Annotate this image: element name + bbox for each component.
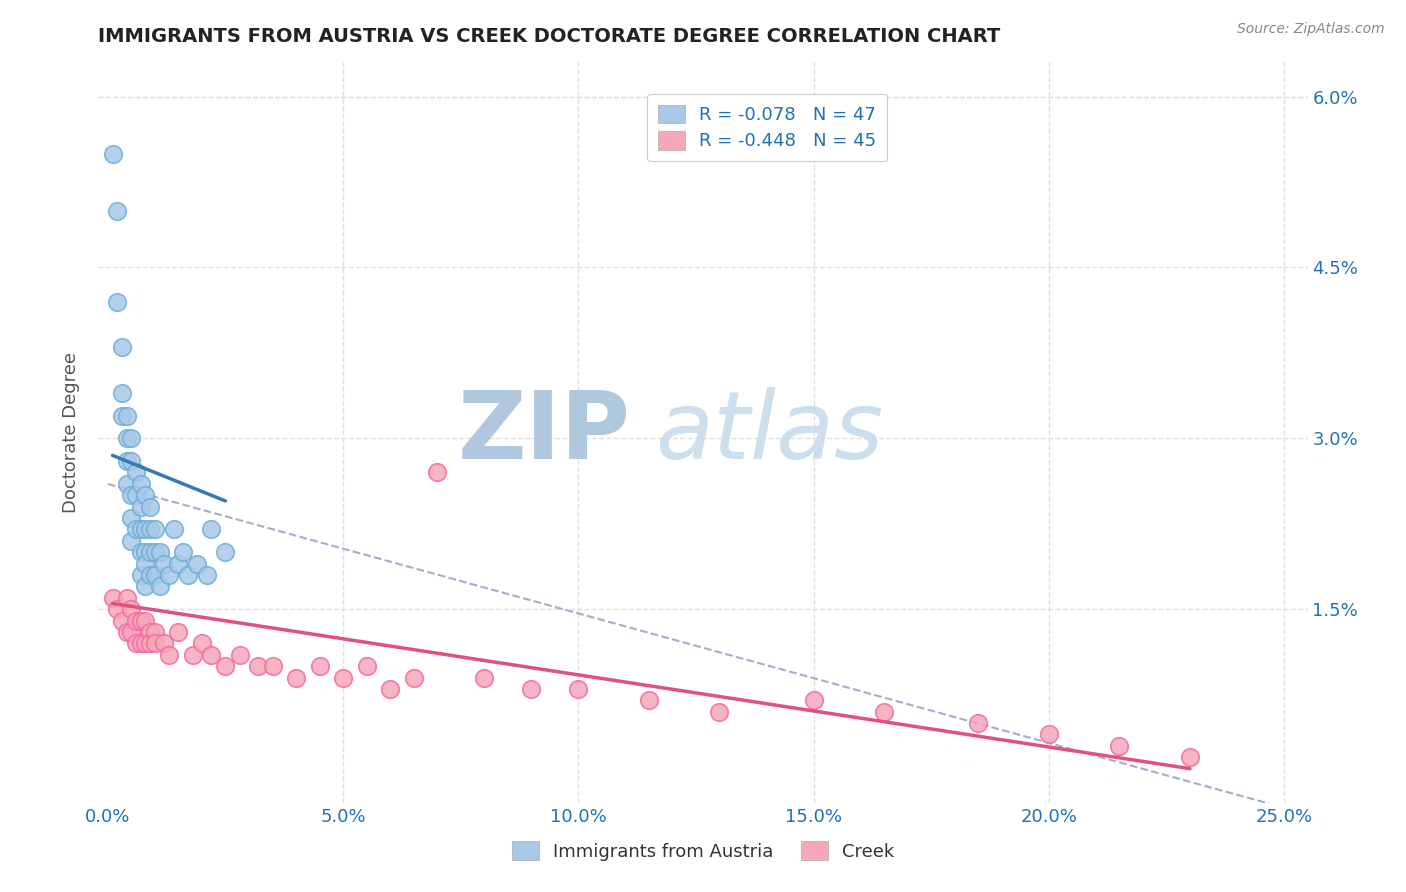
Point (163, 523, 186, 537)
Point (105, 203, 128, 218)
Point (115, 454, 138, 468)
Point (143, 568, 166, 582)
Point (153, 636, 176, 650)
Point (120, 602, 142, 616)
Point (967, 716, 990, 731)
Point (120, 431, 142, 445)
Point (115, 591, 138, 605)
Point (139, 636, 162, 650)
Point (134, 545, 156, 559)
Text: Source: ZipAtlas.com: Source: ZipAtlas.com (1237, 22, 1385, 37)
Point (129, 500, 152, 514)
Point (709, 705, 731, 719)
Point (134, 523, 156, 537)
Point (120, 533, 142, 548)
Point (129, 523, 152, 537)
Point (134, 636, 156, 650)
Point (120, 624, 142, 639)
Point (129, 614, 152, 628)
Point (139, 624, 162, 639)
Point (111, 614, 134, 628)
Point (1038, 727, 1060, 741)
Point (332, 671, 354, 685)
Point (426, 466, 449, 480)
Point (200, 648, 222, 662)
Point (139, 568, 162, 582)
Point (115, 431, 138, 445)
Point (638, 693, 661, 707)
Point (308, 659, 330, 673)
Point (1108, 739, 1130, 753)
Point (143, 545, 166, 559)
Point (200, 523, 222, 537)
Point (134, 614, 156, 628)
Point (129, 545, 152, 559)
Point (356, 659, 378, 673)
Point (149, 545, 172, 559)
Point (139, 523, 162, 537)
Point (125, 614, 148, 628)
Point (115, 409, 138, 423)
Point (125, 466, 148, 480)
Point (157, 648, 180, 662)
Point (285, 671, 308, 685)
Point (115, 624, 138, 639)
Point (262, 659, 284, 673)
Point (115, 476, 138, 491)
Point (105, 602, 128, 616)
Point (139, 500, 162, 514)
Point (167, 557, 190, 571)
Text: atlas: atlas (655, 387, 883, 478)
Legend: Immigrants from Austria, Creek: Immigrants from Austria, Creek (505, 834, 901, 868)
Point (177, 568, 200, 582)
Point (228, 648, 250, 662)
Point (143, 624, 166, 639)
Point (153, 557, 176, 571)
Point (402, 671, 425, 685)
Point (214, 659, 236, 673)
Point (143, 523, 166, 537)
Point (191, 636, 214, 650)
Point (111, 340, 134, 354)
Point (129, 568, 152, 582)
Text: IMMIGRANTS FROM AUSTRIA VS CREEK DOCTORATE DEGREE CORRELATION CHART: IMMIGRANTS FROM AUSTRIA VS CREEK DOCTORA… (98, 27, 1001, 45)
Point (129, 476, 152, 491)
Point (186, 557, 208, 571)
Point (143, 636, 166, 650)
Point (105, 294, 128, 309)
Point (120, 511, 142, 525)
Point (214, 545, 236, 559)
Point (134, 488, 156, 502)
Point (172, 545, 194, 559)
Point (139, 545, 162, 559)
Point (567, 681, 589, 696)
Point (149, 579, 172, 593)
Point (134, 557, 156, 571)
Point (111, 385, 134, 400)
Text: ZIP: ZIP (457, 386, 630, 479)
Point (181, 648, 204, 662)
Point (167, 624, 190, 639)
Point (873, 705, 896, 719)
Point (120, 488, 142, 502)
Point (125, 636, 148, 650)
Point (1178, 750, 1201, 764)
Y-axis label: Doctorate Degree: Doctorate Degree (62, 352, 80, 513)
Point (378, 681, 401, 696)
Point (520, 681, 543, 696)
Point (125, 488, 148, 502)
Point (803, 693, 825, 707)
Point (247, 659, 270, 673)
Point (101, 591, 124, 605)
Point (111, 409, 134, 423)
Point (101, 146, 124, 161)
Point (157, 568, 180, 582)
Point (134, 579, 156, 593)
Point (195, 568, 218, 582)
Point (472, 671, 495, 685)
Point (120, 454, 142, 468)
Point (125, 523, 148, 537)
Point (129, 636, 152, 650)
